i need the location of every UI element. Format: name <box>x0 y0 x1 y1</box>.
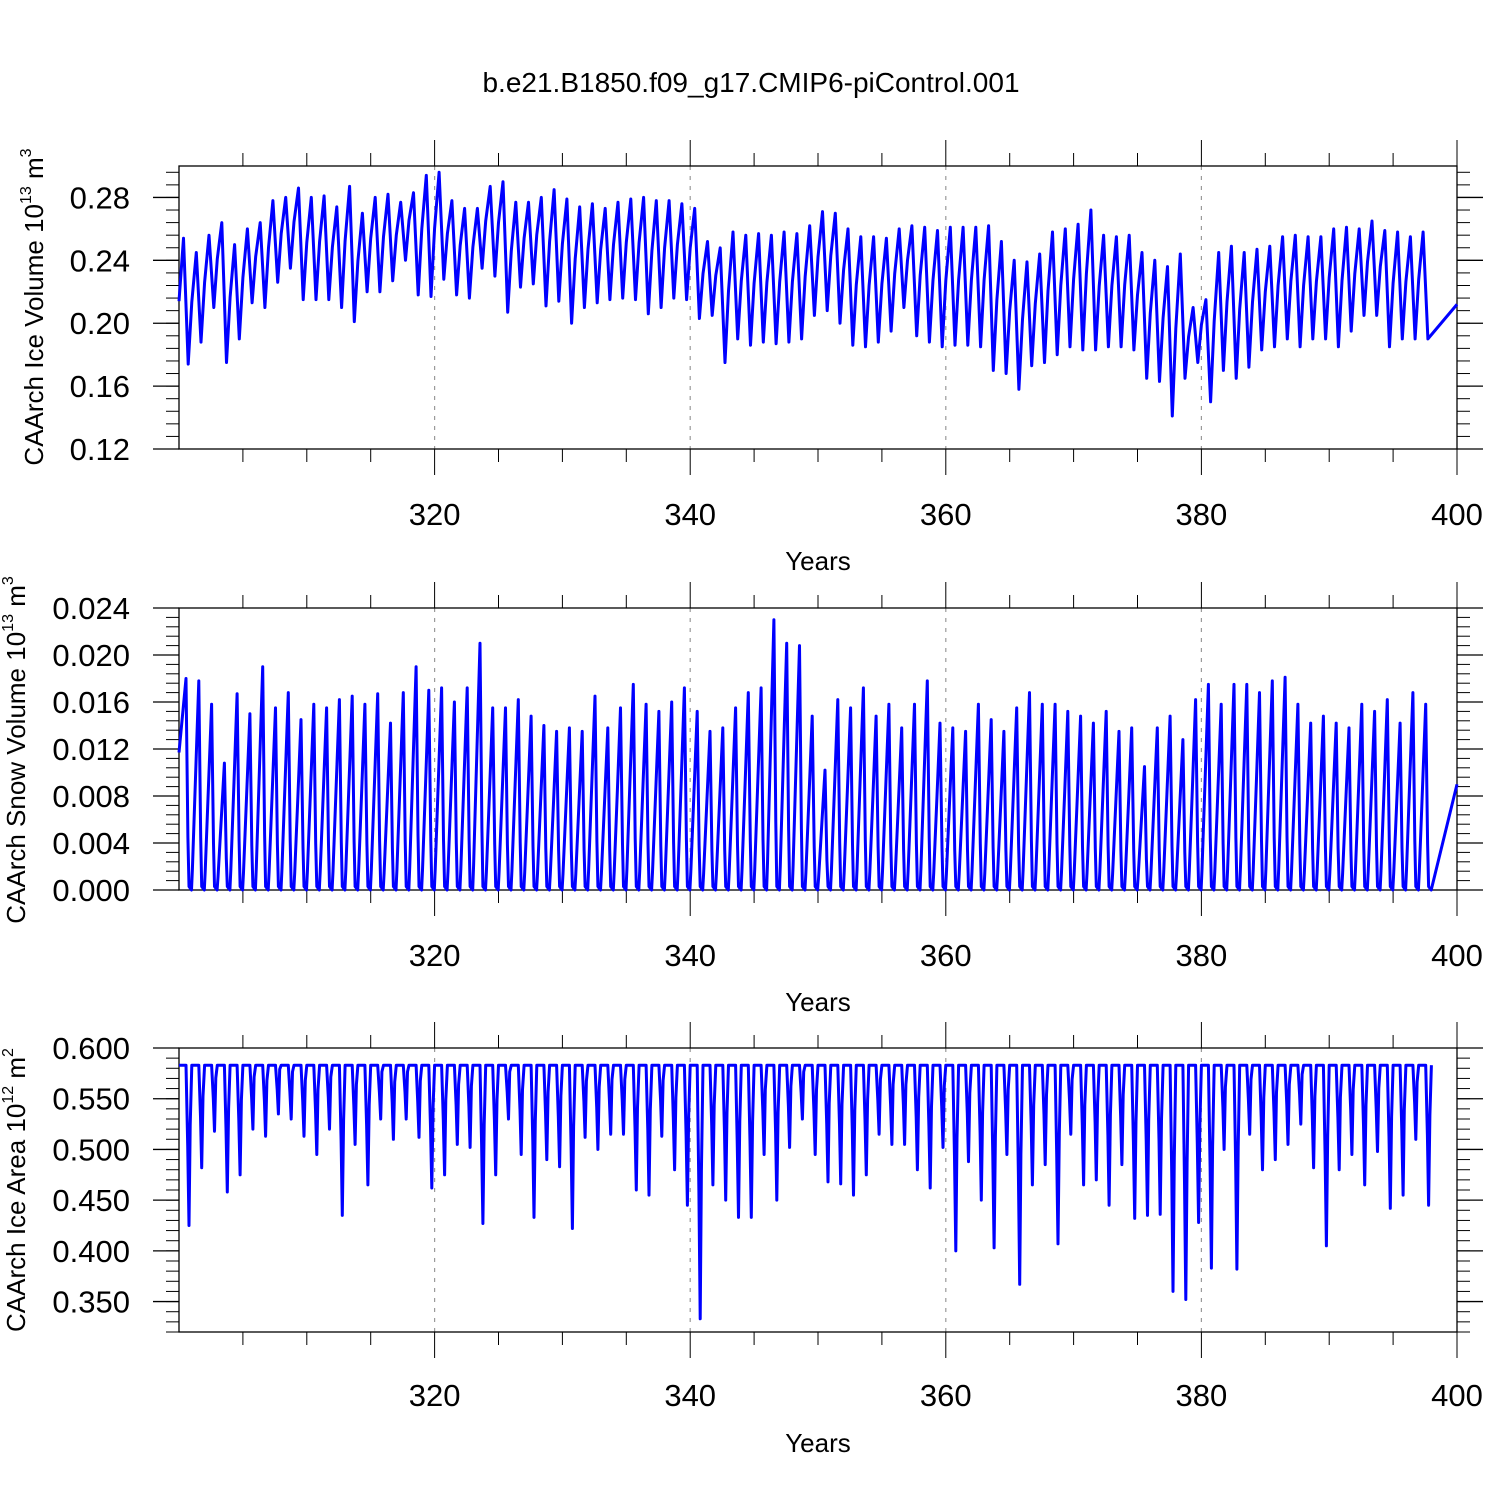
series-line <box>177 170 1459 418</box>
y-tick-label: 0.020 <box>52 638 130 673</box>
y-tick-label: 0.016 <box>52 685 130 720</box>
ice-volume-panel: 0.12 0.16 0.20 0.24 0.28 320 340 360 380 400 Years… <box>18 140 1483 576</box>
x-tick-label: 320 <box>409 497 461 532</box>
x-axis-label: Years <box>785 546 851 576</box>
y-tick-label: 0.012 <box>52 732 130 767</box>
figure-title: b.e21.B1850.f09_g17.CMIP6-piControl.001 <box>482 67 1019 98</box>
x-axis-label: Years <box>785 1428 851 1458</box>
y-tick-label: 0.024 <box>52 591 130 626</box>
series-line <box>177 618 1459 892</box>
series-line <box>179 1063 1433 1321</box>
y-tick-label: 0.550 <box>52 1082 130 1117</box>
y-tick-label: 0.24 <box>70 243 130 278</box>
y-tick-label: 0.008 <box>52 779 130 814</box>
x-tick-label: 380 <box>1176 938 1228 973</box>
y-tick-label: 0.400 <box>52 1234 130 1269</box>
x-axis-label: Years <box>785 987 851 1017</box>
x-tick-label: 400 <box>1431 938 1483 973</box>
x-tick-label: 400 <box>1431 1378 1483 1413</box>
x-tick-label: 360 <box>920 497 972 532</box>
y-tick-label: 0.004 <box>52 826 130 861</box>
y-tick-label: 0.12 <box>70 432 130 467</box>
x-tick-label: 320 <box>409 938 461 973</box>
y-tick-label: 0.000 <box>52 873 130 908</box>
x-tick-label: 360 <box>920 1378 972 1413</box>
x-tick-label: 380 <box>1176 1378 1228 1413</box>
y-tick-label: 0.600 <box>52 1031 130 1066</box>
y-tick-label: 0.450 <box>52 1183 130 1218</box>
snow-volume-panel: 0.000 0.004 0.008 0.012 0.016 0.020 0.024 320 34… <box>0 576 1483 1017</box>
y-tick-label: 0.20 <box>70 306 130 341</box>
y-axis-label: CAArch Ice Volume 1013 m3 <box>18 148 49 465</box>
x-tick-label: 340 <box>664 938 716 973</box>
y-tick-label: 0.500 <box>52 1132 130 1167</box>
y-tick-label: 0.16 <box>70 369 130 404</box>
y-tick-label: 0.350 <box>52 1285 130 1320</box>
ice-area-panel: 0.350 0.400 0.450 0.500 0.550 0.600 320 340 360 3… <box>0 1022 1483 1458</box>
x-tick-label: 340 <box>664 1378 716 1413</box>
x-tick-label: 320 <box>409 1378 461 1413</box>
y-tick-label: 0.28 <box>70 180 130 215</box>
x-tick-label: 380 <box>1176 497 1228 532</box>
x-tick-label: 360 <box>920 938 972 973</box>
x-tick-label: 400 <box>1431 497 1483 532</box>
y-axis-label: CAArch Snow Volume 1013 m3 <box>0 576 31 924</box>
y-axis-label: CAArch Ice Area 1012 m2 <box>0 1048 31 1332</box>
x-tick-label: 340 <box>664 497 716 532</box>
